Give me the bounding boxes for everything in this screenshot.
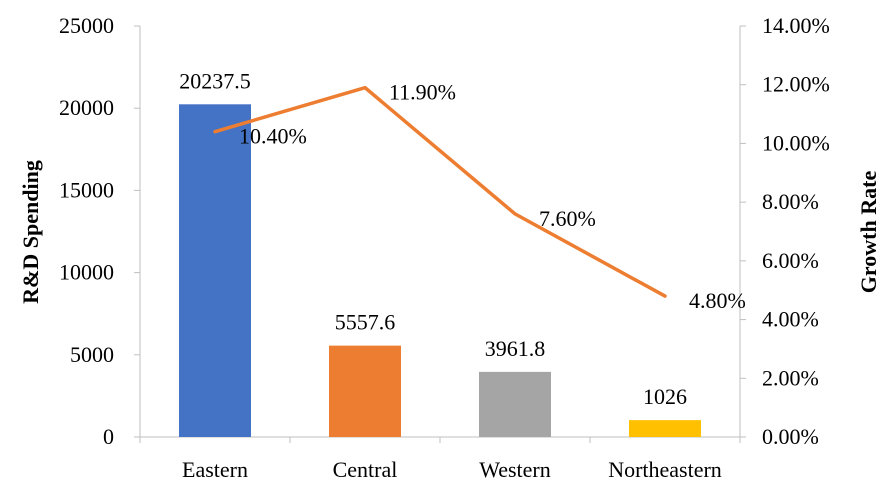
data-labels: 20237.5 5557.6 3961.8 1026 10.40% 11.90% 7.60%… bbox=[179, 68, 746, 409]
y-axis-title: R&D Spending bbox=[18, 160, 43, 304]
y-tick-label: 25000 bbox=[59, 13, 114, 38]
bar-value-label: 20237.5 bbox=[179, 68, 251, 93]
y2-tick-label: 8.00% bbox=[762, 189, 819, 214]
bar bbox=[479, 371, 551, 437]
y2-tick-label: 10.00% bbox=[762, 130, 830, 155]
line-value-label: 11.90% bbox=[389, 80, 456, 105]
x-tick-label: Western bbox=[479, 457, 551, 482]
bar-value-label: 3961.8 bbox=[485, 336, 546, 361]
growth-rate-line bbox=[213, 85, 667, 298]
bar-value-label: 5557.6 bbox=[335, 310, 396, 335]
line-value-label: 10.40% bbox=[239, 124, 307, 149]
y2-axis-title: Growth Rate bbox=[856, 171, 881, 294]
bar bbox=[329, 345, 401, 437]
y2-tick-label: 0.00% bbox=[762, 424, 819, 449]
bar-series bbox=[179, 104, 701, 437]
y-tick-label: 5000 bbox=[70, 342, 114, 367]
line-value-label: 7.60% bbox=[539, 206, 596, 231]
x-tick-label: Eastern bbox=[182, 457, 248, 482]
y-tick-label: 0 bbox=[103, 424, 114, 449]
y2-axis-title-group: Growth Rate bbox=[856, 171, 881, 294]
y2-tick-label: 14.00% bbox=[762, 13, 830, 38]
y2-tick-label: 6.00% bbox=[762, 248, 819, 273]
bar-value-label: 1026 bbox=[643, 384, 687, 409]
y-tick-label: 10000 bbox=[59, 260, 114, 285]
line-value-label: 4.80% bbox=[689, 288, 746, 313]
bar bbox=[179, 104, 251, 437]
y-axis-title-group: R&D Spending bbox=[18, 160, 43, 304]
axes: 0 5000 10000 15000 20000 25000 0.00% 2.00% 4.00%… bbox=[59, 13, 830, 482]
line-series bbox=[213, 85, 667, 298]
y2-tick-label: 2.00% bbox=[762, 365, 819, 390]
x-tick-label: Northeastern bbox=[608, 457, 722, 482]
bar bbox=[629, 420, 701, 437]
y-tick-label: 15000 bbox=[59, 177, 114, 202]
y2-tick-label: 12.00% bbox=[762, 72, 830, 97]
y2-tick-label: 4.00% bbox=[762, 307, 819, 332]
y-tick-label: 20000 bbox=[59, 95, 114, 120]
x-tick-label: Central bbox=[333, 457, 398, 482]
